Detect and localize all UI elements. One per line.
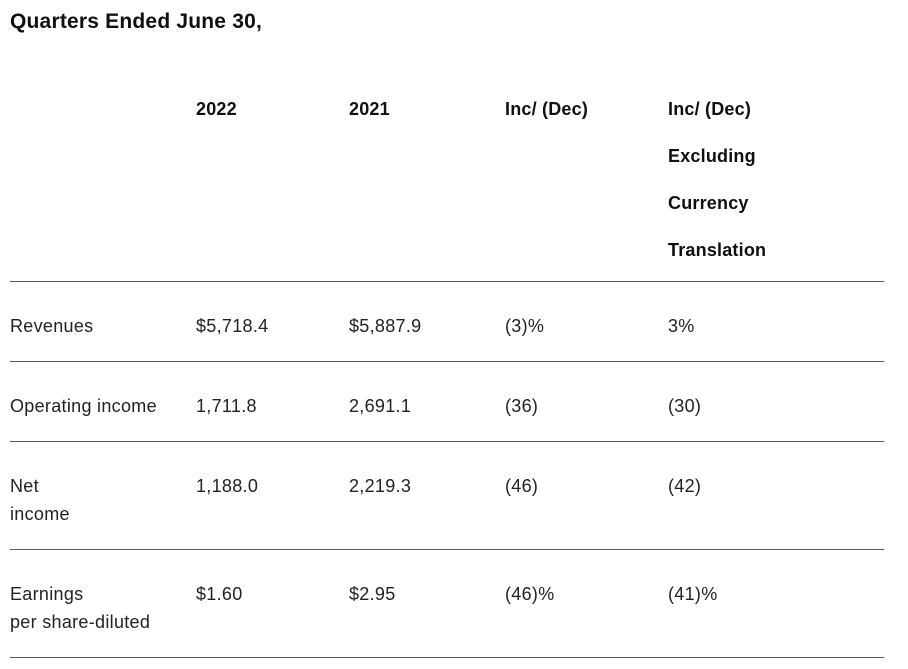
financial-summary-table: 2022 2021 Inc/ (Dec) Inc/ (Dec) Excludin… [10, 86, 884, 658]
header-inc-dec-excluding-currency: Inc/ (Dec) Excluding Currency Translatio… [668, 86, 884, 282]
header-line: Inc/ (Dec) [668, 99, 752, 119]
cell-operating-income-incdec: (36) [505, 396, 539, 416]
cell-eps-incdec-excl: (41)% [668, 584, 718, 604]
table-row-revenues: Revenues $5,718.4 $5,887.9 (3)% 3% [10, 281, 884, 362]
cell-revenues-2022: $5,718.4 [196, 316, 269, 336]
cell-operating-income-2021: 2,691.1 [349, 396, 412, 416]
cell-net-income-2021: 2,219.3 [349, 476, 412, 496]
table-row-earnings-per-share-diluted: Earnings per share-diluted $1.60 $2.95 (… [10, 549, 884, 658]
header-2022: 2022 [196, 99, 237, 119]
row-label: Operating income [10, 362, 196, 442]
row-label-line: income [10, 504, 70, 524]
cell-revenues-2021: $5,887.9 [349, 316, 422, 336]
header-row-label-spacer [10, 86, 196, 282]
row-label-line: Operating income [10, 396, 157, 416]
row-label: Earnings per share-diluted [10, 550, 196, 658]
header-line: Currency [668, 193, 749, 213]
header-2021: 2021 [349, 99, 390, 119]
row-label: Net income [10, 442, 196, 550]
cell-revenues-incdec-excl: 3% [668, 316, 695, 336]
cell-operating-income-incdec-excl: (30) [668, 396, 702, 416]
header-line: Excluding [668, 146, 756, 166]
row-label-line: Net [10, 476, 39, 496]
row-label-line: per share-diluted [10, 612, 151, 632]
row-label-line: Revenues [10, 316, 94, 336]
cell-net-income-incdec-excl: (42) [668, 476, 702, 496]
cell-eps-2022: $1.60 [196, 584, 243, 604]
cell-revenues-incdec: (3)% [505, 316, 545, 336]
table-row-operating-income: Operating income 1,711.8 2,691.1 (36) (3… [10, 361, 884, 442]
page-title: Quarters Ended June 30, [10, 10, 263, 33]
cell-net-income-2022: 1,188.0 [196, 476, 259, 496]
cell-net-income-incdec: (46) [505, 476, 539, 496]
row-label-line: Earnings [10, 584, 84, 604]
table-row-net-income: Net income 1,188.0 2,219.3 (46) (42) [10, 441, 884, 550]
cell-eps-incdec: (46)% [505, 584, 555, 604]
table-header-row: 2022 2021 Inc/ (Dec) Inc/ (Dec) Excludin… [10, 86, 884, 282]
header-inc-dec: Inc/ (Dec) [505, 99, 589, 119]
row-label: Revenues [10, 282, 196, 362]
cell-eps-2021: $2.95 [349, 584, 396, 604]
cell-operating-income-2022: 1,711.8 [196, 396, 257, 416]
header-line: Translation [668, 240, 767, 260]
